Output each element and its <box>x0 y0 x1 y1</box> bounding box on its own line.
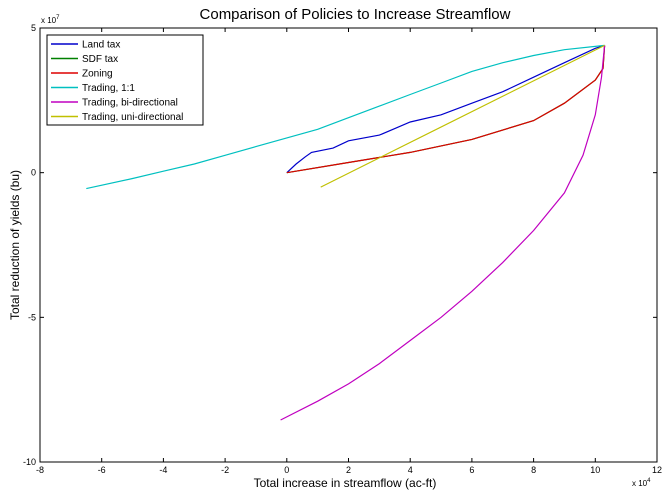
y-tick-label: -10 <box>23 457 36 467</box>
series-lines <box>86 44 606 421</box>
x-tick-label: 4 <box>408 465 413 475</box>
axis-ticks: -8 -6 -4 -2 0 2 4 6 8 10 12 5 0 -5 -10 <box>23 23 662 475</box>
y-axis-multiplier: x 107 <box>41 15 60 25</box>
legend-box <box>46 34 204 126</box>
x-tick-label: 2 <box>346 465 351 475</box>
x-tick-label: 10 <box>590 465 600 475</box>
legend-entry: Trading, 1:1 <box>82 83 135 94</box>
y-tick-label: 0 <box>31 168 36 178</box>
x-tick-label: -2 <box>221 465 229 475</box>
series-line-trading-uni-directional <box>320 44 605 188</box>
series-line-land-tax <box>286 44 605 174</box>
series-line-trading-1-1 <box>86 44 605 190</box>
x-tick-label: 8 <box>531 465 536 475</box>
legend-entry: Trading, uni-directional <box>82 112 183 123</box>
legend-entry: Trading, bi-directional <box>82 98 178 109</box>
x-tick-label: -4 <box>159 465 167 475</box>
y-tick-label: 5 <box>31 23 36 33</box>
x-tick-label: -8 <box>36 465 44 475</box>
chart-title: Comparison of Policies to Increase Strea… <box>200 6 511 23</box>
legend: Land tax SDF tax Zoning Trading, 1:1 Trading… <box>46 34 204 126</box>
x-tick-label: 0 <box>284 465 289 475</box>
x-tick-label: 6 <box>469 465 474 475</box>
x-axis-label: Total increase in streamflow (ac-ft) <box>254 476 437 490</box>
x-tick-label: -6 <box>98 465 106 475</box>
series-line-zoning <box>286 45 606 174</box>
legend-entry: Land tax <box>82 40 120 51</box>
y-tick-label: -5 <box>28 312 36 322</box>
legend-entry: Zoning <box>82 69 113 80</box>
legend-entry: SDF tax <box>82 54 118 65</box>
x-axis-multiplier: x 104 <box>632 478 651 488</box>
series-line-trading-bi-directional <box>280 45 606 421</box>
x-tick-label: 12 <box>652 465 662 475</box>
y-axis-label: Total reduction of yields (bu) <box>8 170 22 320</box>
